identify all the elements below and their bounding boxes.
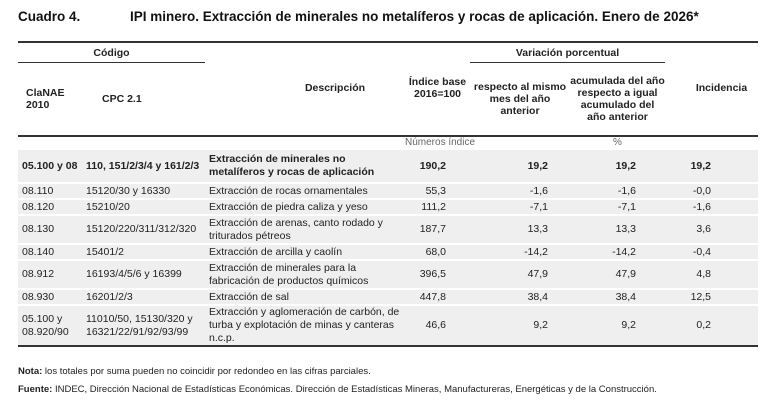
table-title-text: IPI minero. Extracción de minerales no m…: [130, 9, 699, 24]
note-text: los totales por suma pueden no coincidir…: [42, 366, 371, 377]
cell-cpc: 15120/220/311/312/320: [82, 216, 205, 243]
cell-acumulada: -14,2: [570, 245, 666, 259]
cell-respecto: 19,2: [470, 150, 570, 182]
cell-indice: 447,8: [405, 290, 470, 304]
cell-respecto: 47,9: [470, 261, 570, 288]
notes: Nota: los totales por suma pueden no coi…: [18, 366, 657, 402]
cell-respecto: 38,4: [470, 290, 570, 304]
cell-respecto: 13,3: [470, 216, 570, 243]
cell-indice: 396,5: [405, 261, 470, 288]
source-line: Fuente: INDEC, Dirección Nacional de Est…: [18, 384, 657, 395]
cell-desc: Extracción de arenas, canto rodado y tri…: [205, 216, 405, 243]
cell-indice: 55,3: [405, 184, 470, 198]
table-row: 08.110 15120/30 y 16330 Extracción de roca…: [18, 184, 759, 198]
header-variacion: Variación porcentual: [470, 41, 666, 63]
data-table: Código Descripción Índice base 2016=100 …: [18, 39, 759, 349]
cell-incidencia: 3,6: [665, 216, 759, 243]
header-acumulada: acumulada del año respecto a igual acumu…: [570, 75, 665, 123]
table-row: 08.130 15120/220/311/312/320 Extracción de…: [18, 216, 759, 243]
unit-pct-label: %: [570, 135, 666, 148]
table-row: 05.100 y 08.920/90 11010/50, 15130/320 y …: [18, 306, 759, 347]
note-label: Nota:: [18, 366, 43, 377]
cell-respecto: -14,2: [470, 245, 570, 259]
cell-cpc: 15120/30 y 16330: [82, 184, 205, 198]
cell-clanae: 08.930: [18, 290, 82, 304]
cell-acumulada: 47,9: [570, 261, 666, 288]
cell-acumulada: 38,4: [570, 290, 666, 304]
source-label: Fuente:: [18, 384, 53, 395]
source-text: INDEC, Dirección Nacional de Estadística…: [52, 384, 657, 395]
note-line: Nota: los totales por suma pueden no coi…: [18, 366, 657, 377]
unit-index-label: Números índice: [405, 135, 570, 148]
cell-indice: 68,0: [405, 245, 470, 259]
table-row: 08.120 15210/20 Extracción de piedra caliz…: [18, 200, 759, 214]
header-indice: Índice base 2016=100: [405, 41, 470, 133]
cell-clanae: 08.130: [18, 216, 82, 243]
table-row: 08.140 15401/2 Extracción de arcilla y cao…: [18, 245, 759, 259]
cell-clanae: 05.100 y 08.920/90: [18, 306, 82, 347]
cell-acumulada: -1,6: [570, 184, 666, 198]
cell-respecto: -1,6: [470, 184, 570, 198]
cell-indice: 111,2: [405, 200, 470, 214]
cell-incidencia: -1,6: [665, 200, 759, 214]
cell-acumulada: 13,3: [570, 216, 666, 243]
cell-desc: Extracción de minerales para la fabricac…: [205, 261, 405, 288]
table-number: Cuadro 4.: [18, 9, 81, 24]
cell-desc: Extracción de piedra caliza y yeso: [205, 200, 405, 214]
cell-indice: 187,7: [405, 216, 470, 243]
cell-indice: 46,6: [405, 306, 470, 347]
cell-clanae: 08.912: [18, 261, 82, 288]
cell-cpc: 15401/2: [82, 245, 205, 259]
cell-incidencia: 4,8: [665, 261, 759, 288]
cell-clanae: 08.120: [18, 200, 82, 214]
cell-incidencia: -0,4: [665, 245, 759, 259]
header-incidencia: Incidencia: [665, 41, 759, 133]
cell-incidencia: 19,2: [665, 150, 759, 182]
cell-indice: 190,2: [405, 150, 470, 182]
cell-respecto: -7,1: [470, 200, 570, 214]
table-row: 08.930 16201/2/3 Extracción de sal 447,8 38,…: [18, 290, 759, 304]
header-descripcion: Descripción: [205, 41, 405, 133]
cell-acumulada: 19,2: [570, 150, 666, 182]
cell-incidencia: -0,0: [665, 184, 759, 198]
cell-incidencia: 12,5: [665, 290, 759, 304]
cell-desc: Extracción de minerales no metalíferos y…: [205, 150, 405, 182]
cell-cpc: 16201/2/3: [82, 290, 205, 304]
cell-cpc: 11010/50, 15130/320 y 16321/22/91/92/93/…: [82, 306, 205, 347]
header-cpc: CPC 2.1: [102, 93, 142, 105]
cell-acumulada: 9,2: [570, 306, 666, 347]
cell-clanae: 08.140: [18, 245, 82, 259]
cell-desc: Extracción y aglomeración de carbón, de …: [205, 306, 405, 347]
cell-acumulada: -7,1: [570, 200, 666, 214]
cell-clanae: 08.110: [18, 184, 82, 198]
table-row: 08.912 16193/4/5/6 y 16399 Extracción de m…: [18, 261, 759, 288]
cell-cpc: 110, 151/2/3/4 y 161/2/3: [82, 150, 205, 182]
cell-desc: Extracción de sal: [205, 290, 405, 304]
cell-desc: Extracción de rocas ornamentales: [205, 184, 405, 198]
cell-cpc: 15210/20: [82, 200, 205, 214]
cell-desc: Extracción de arcilla y caolín: [205, 245, 405, 259]
header-clanae: ClaNAE 2010: [26, 87, 65, 111]
cell-cpc: 16193/4/5/6 y 16399: [82, 261, 205, 288]
cell-incidencia: 0,2: [665, 306, 759, 347]
cell-clanae: 05.100 y 08: [18, 150, 82, 182]
table-row: 05.100 y 08 110, 151/2/3/4 y 161/2/3 Extra…: [18, 150, 759, 182]
cell-respecto: 9,2: [470, 306, 570, 347]
header-respecto: respecto al mismo mes del año anterior: [473, 81, 567, 117]
table-title: Cuadro 4. IPI minero. Extracción de miner…: [18, 9, 699, 24]
header-codigo: Código: [18, 41, 205, 63]
